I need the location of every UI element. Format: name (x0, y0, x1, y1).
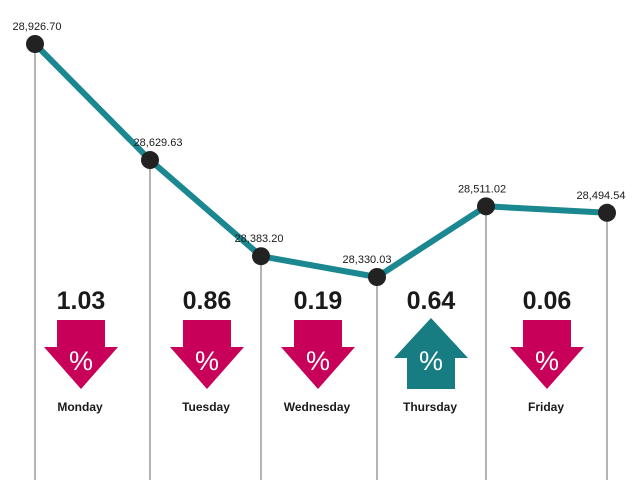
value-label-2: 28,629.63 (134, 137, 183, 149)
arrow-down-icon (281, 320, 355, 389)
change-block-thursday: 0.64% Thursday (394, 287, 468, 414)
arrow-up-icon (394, 318, 468, 389)
percent-sign: % (419, 346, 443, 376)
percent-value-friday: 0.06 (523, 287, 572, 315)
change-block-monday: 1.03% Monday (44, 287, 118, 414)
index-line (32, 41, 610, 280)
day-label-tuesday: Tuesday (182, 400, 230, 414)
day-label-thursday: Thursday (403, 400, 457, 414)
change-block-friday: 0.06% Friday (510, 287, 584, 414)
percent-sign: % (306, 346, 330, 376)
data-point-3 (252, 247, 270, 266)
data-point-1 (26, 35, 44, 53)
change-block-tuesday: 0.86% Tuesday (170, 287, 244, 414)
value-labels: 28,926.70 28,629.63 28,383.20 28,330.03 28,5… (13, 21, 626, 266)
day-label-friday: Friday (528, 400, 564, 414)
arrow-down-icon (510, 320, 584, 389)
value-label-4: 28,330.03 (343, 254, 392, 266)
percent-value-tuesday: 0.86 (183, 287, 232, 315)
value-label-3: 28,383.20 (235, 233, 284, 245)
data-point-4 (368, 268, 386, 286)
data-point-6 (598, 203, 616, 222)
percent-value-wednesday: 0.19 (294, 287, 343, 315)
percent-value-monday: 1.03 (57, 287, 106, 315)
daily-change-blocks: 1.03% Monday 0.86% Tuesday 0.19% Wednesday 0.6… (44, 287, 584, 414)
data-point-2 (141, 151, 159, 170)
data-points (26, 35, 616, 286)
value-label-6: 28,494.54 (577, 190, 626, 202)
percent-sign: % (69, 346, 93, 376)
percent-sign: % (195, 346, 219, 376)
percent-sign: % (535, 346, 559, 376)
arrow-down-icon (170, 320, 244, 389)
change-block-wednesday: 0.19% Wednesday (281, 287, 355, 414)
value-label-5: 28,511.02 (458, 183, 506, 195)
day-label-monday: Monday (57, 400, 103, 414)
guide-lines (34, 44, 608, 480)
value-label-1: 28,926.70 (13, 21, 62, 33)
percent-value-thursday: 0.64 (407, 287, 456, 315)
arrow-down-icon (44, 320, 118, 389)
day-label-wednesday: Wednesday (284, 400, 351, 414)
data-point-5 (477, 197, 495, 216)
